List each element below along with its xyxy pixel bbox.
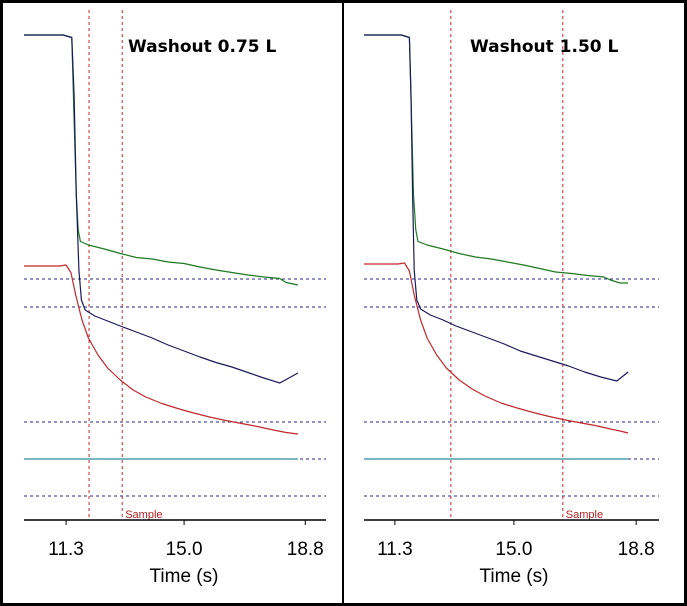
- series-red-line: [364, 262, 629, 434]
- series-navy-line: [24, 34, 299, 384]
- series-group: [24, 34, 299, 460]
- sample-markers: Sample: [88, 10, 163, 521]
- x-tick-label: 18.8: [287, 539, 324, 560]
- x-axis-label: Time (s): [150, 566, 219, 587]
- series-navy-line: [364, 34, 629, 382]
- sample-markers: Sample: [450, 10, 603, 521]
- x-ticks: 11.3 15.0 18.8: [377, 520, 655, 560]
- reference-lines: [24, 278, 326, 497]
- panel-divider: [342, 0, 344, 606]
- reference-lines: [364, 278, 659, 497]
- x-tick-label: 15.0: [495, 539, 532, 560]
- x-ticks: 11.3 15.0 18.8: [48, 520, 324, 560]
- series-group: [364, 34, 629, 460]
- sample-label: Sample: [566, 509, 603, 521]
- sample-label: Sample: [125, 509, 162, 521]
- x-axis-label: Time (s): [480, 566, 549, 587]
- chart-title: Washout 0.75 L: [128, 37, 277, 57]
- panel-washout-075: Sample 11.3 15.0 18.8 Washout 0.75 L Time …: [24, 10, 326, 587]
- x-tick-label: 18.8: [618, 539, 655, 560]
- x-tick-label: 11.3: [48, 539, 84, 560]
- chart-title: Washout 1.50 L: [470, 37, 619, 57]
- panel-washout-150: Sample 11.3 15.0 18.8 Washout 1.50 L Time …: [364, 10, 659, 587]
- x-tick-label: 15.0: [166, 539, 203, 560]
- series-green-line: [24, 34, 299, 286]
- series-red-line: [24, 264, 298, 435]
- x-tick-label: 11.3: [377, 539, 413, 560]
- series-green-line: [364, 34, 629, 284]
